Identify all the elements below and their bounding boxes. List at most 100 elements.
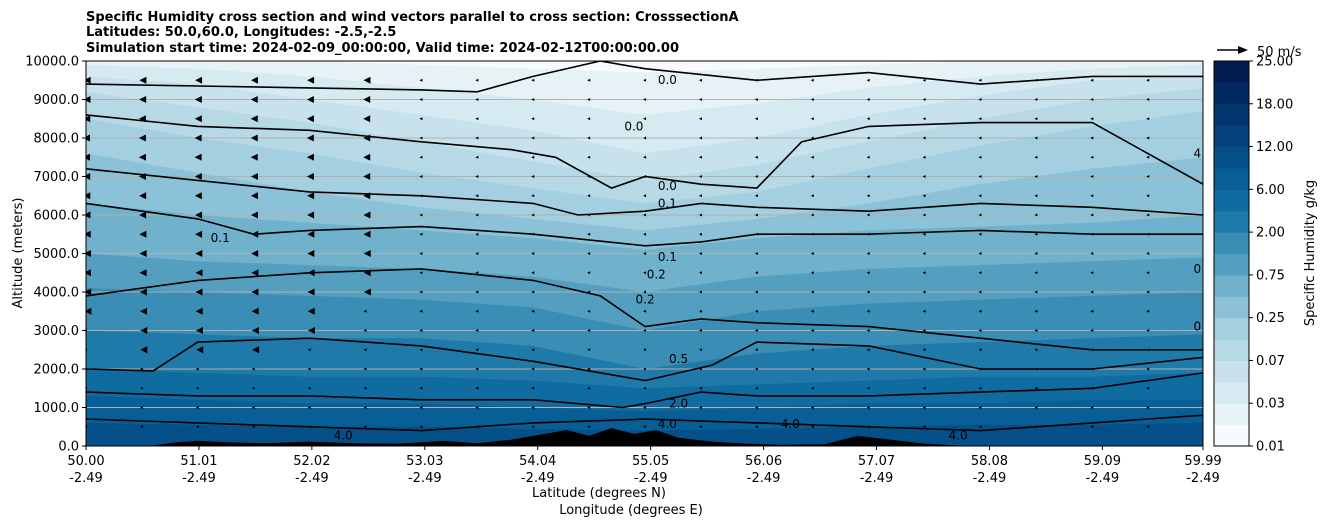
wind-vector-head	[307, 230, 315, 238]
wind-vector	[810, 348, 814, 352]
wind-vector	[531, 329, 535, 332]
wind-vector	[866, 329, 870, 332]
wind-vector-head	[306, 96, 314, 103]
wind-vector	[810, 367, 814, 371]
wind-vector-head	[86, 153, 91, 161]
wind-vector	[810, 386, 814, 390]
wind-vector	[475, 309, 479, 313]
wind-vector-head	[86, 115, 91, 123]
wind-vector	[195, 406, 199, 409]
wind-vector	[531, 175, 535, 178]
wind-vector	[698, 213, 702, 217]
wind-vector	[866, 425, 870, 429]
wind-vector	[698, 290, 702, 294]
wind-vector	[363, 309, 367, 313]
wind-vector	[978, 309, 982, 313]
colorbar-swatch	[1214, 232, 1249, 255]
wind-vector	[139, 367, 143, 371]
colorbar-swatch	[1214, 103, 1249, 126]
wind-vector	[922, 98, 926, 101]
wind-vector	[1090, 175, 1094, 178]
x-tick-label-latitude: 52.02	[293, 454, 330, 469]
wind-vector-head	[195, 327, 203, 334]
colorbar-swatch	[1214, 317, 1249, 340]
wind-vector	[810, 271, 814, 275]
wind-vector	[643, 406, 647, 409]
wind-vector	[475, 155, 479, 159]
wind-reference-label: 50 m/s	[1257, 45, 1302, 60]
wind-vector	[419, 155, 423, 159]
wind-vector	[139, 269, 147, 277]
wind-vector	[922, 367, 926, 371]
wind-vector-head	[251, 307, 259, 315]
wind-vector	[754, 386, 758, 390]
wind-vector	[1034, 290, 1038, 294]
wind-vector	[250, 192, 258, 200]
wind-vector	[866, 194, 870, 198]
wind-vector	[866, 117, 870, 121]
wind-vector	[643, 98, 647, 101]
wind-vector-head	[194, 192, 202, 200]
wind-vector	[251, 269, 259, 277]
wind-vector-head	[196, 346, 204, 354]
x-tick-label-latitude: 57.07	[858, 454, 895, 469]
wind-vector-head	[195, 288, 203, 296]
wind-vector	[643, 194, 647, 198]
wind-vector	[587, 309, 591, 313]
wind-vector	[140, 346, 148, 354]
wind-vector	[1034, 155, 1038, 159]
terrain-profile	[86, 428, 1203, 446]
wind-vector	[194, 173, 202, 180]
wind-vector-head	[363, 250, 371, 257]
wind-vector	[866, 213, 870, 217]
contour-line	[86, 337, 1203, 382]
y-tick-label: 3000.0	[34, 324, 80, 339]
wind-vector-head	[363, 153, 371, 161]
wind-vector	[363, 406, 367, 409]
wind-vector	[531, 117, 535, 121]
colorbar-tick-label: 25.00	[1256, 55, 1293, 70]
wind-vector	[531, 136, 535, 140]
colorbar: 0.01 0.03 0.07 0.25 0.75 2.00 6.00 12.00 18.00 25…	[1213, 55, 1293, 455]
colorbar-swatch	[1214, 403, 1249, 426]
contour-label: 0.0	[1193, 262, 1212, 276]
wind-vector	[307, 269, 315, 277]
wind-vector	[251, 367, 255, 371]
colorbar-swatch	[1214, 189, 1249, 212]
wind-vector	[1146, 329, 1150, 332]
wind-vector	[1146, 213, 1150, 217]
wind-vector	[1146, 252, 1150, 255]
x-tick-label-longitude: -2.49	[182, 471, 216, 486]
wind-vector	[195, 250, 203, 257]
wind-vector	[139, 192, 147, 200]
wind-vector	[698, 78, 702, 82]
contour-line	[86, 372, 1203, 409]
colorbar-tick-label: 18.00	[1256, 97, 1293, 112]
wind-vector-head	[139, 211, 147, 219]
wind-vector	[419, 367, 423, 371]
wind-vector	[307, 230, 315, 238]
wind-vector	[866, 136, 870, 140]
wind-vector	[251, 288, 259, 296]
colorbar-tick-label: 0.07	[1256, 354, 1285, 369]
wind-vector	[866, 367, 870, 371]
x-tick-label-latitude: 59.99	[1184, 454, 1221, 469]
contour-label: 0.2	[1193, 320, 1212, 334]
wind-vector	[196, 346, 204, 354]
wind-vector	[531, 290, 535, 294]
wind-vector	[1146, 348, 1150, 352]
wind-vector	[643, 78, 647, 82]
wind-vector	[1090, 117, 1094, 121]
wind-vector	[1034, 329, 1038, 332]
wind-vector	[1090, 78, 1094, 82]
wind-vector	[922, 117, 926, 121]
wind-vector	[86, 307, 92, 315]
wind-vector	[922, 175, 926, 178]
wind-vector	[531, 78, 535, 82]
wind-vector	[363, 211, 371, 219]
wind-vector	[419, 175, 423, 178]
wind-vector-head	[86, 76, 91, 84]
wind-vector	[251, 327, 259, 334]
wind-vector	[754, 271, 758, 275]
wind-vector	[250, 76, 258, 84]
